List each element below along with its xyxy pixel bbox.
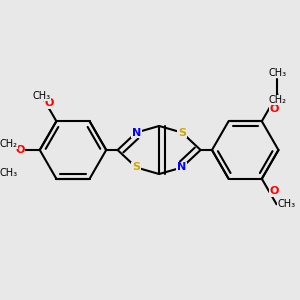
Text: O: O <box>45 98 54 108</box>
Text: N: N <box>177 163 187 172</box>
Text: CH₂: CH₂ <box>0 139 17 149</box>
Text: O: O <box>15 145 25 155</box>
Text: CH₃: CH₃ <box>278 199 296 209</box>
Text: S: S <box>178 128 186 137</box>
Text: CH₃: CH₃ <box>0 168 17 178</box>
Text: CH₂: CH₂ <box>268 95 286 105</box>
Text: N: N <box>132 128 141 137</box>
Text: CH₃: CH₃ <box>268 68 286 78</box>
Text: CH₃: CH₃ <box>33 91 51 101</box>
Text: O: O <box>270 186 279 196</box>
Text: S: S <box>132 163 140 172</box>
Text: O: O <box>270 104 279 114</box>
